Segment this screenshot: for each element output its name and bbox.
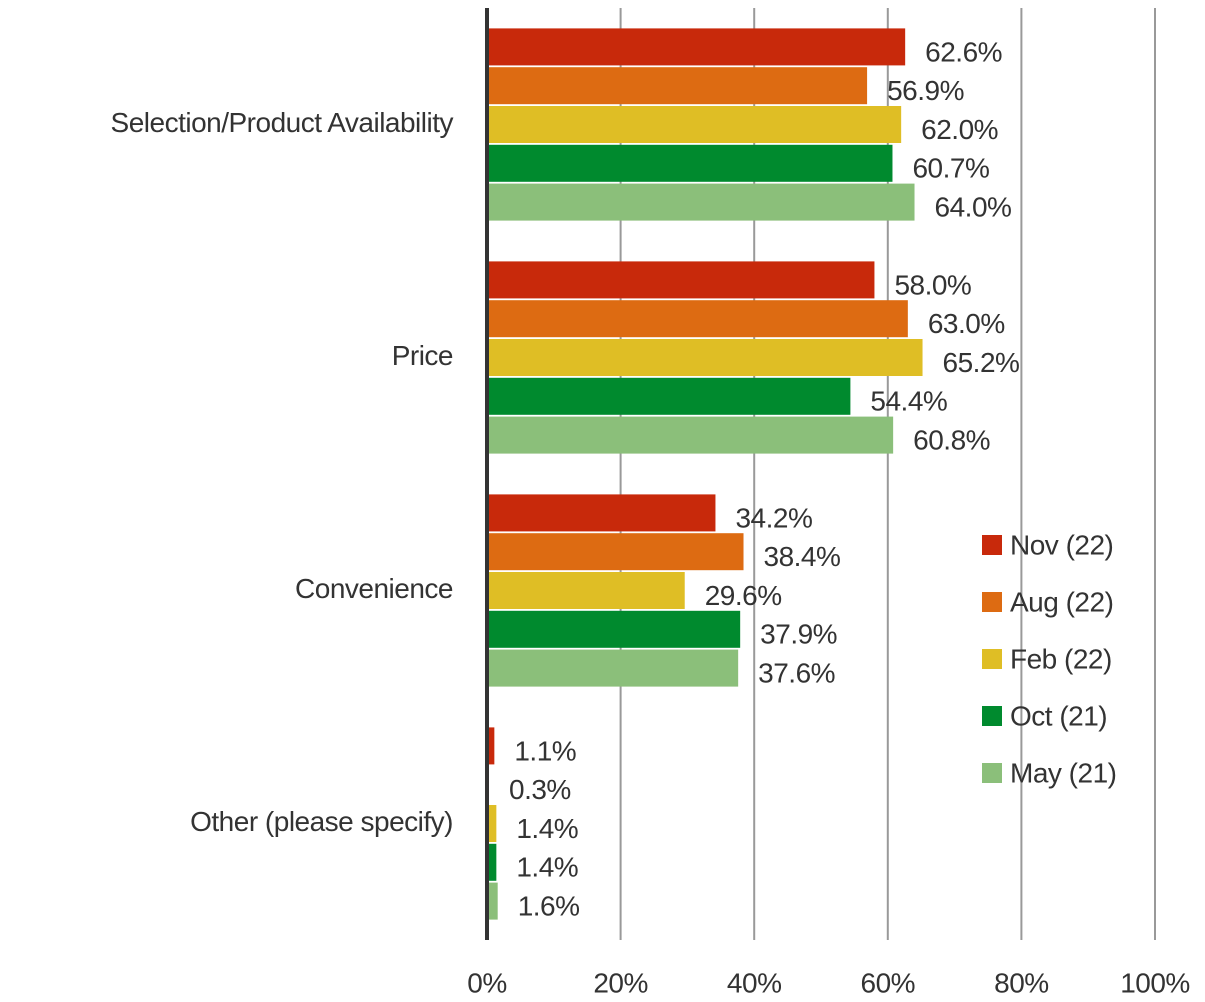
bar [487,183,915,221]
legend-label: Feb (22) [1010,643,1112,674]
bar [487,416,894,454]
data-label: 37.9% [760,619,837,650]
bar [487,339,923,376]
data-label: 38.4% [764,541,841,572]
data-label: 60.7% [912,153,989,184]
bar [487,533,744,571]
category-label: Convenience [295,573,453,604]
data-label: 62.0% [921,114,998,145]
x-tick-label: 20% [593,967,648,998]
bar [487,572,685,609]
bar [487,882,498,920]
data-label: 56.9% [887,75,964,106]
data-label: 65.2% [943,347,1020,378]
data-label: 1.4% [516,813,578,844]
bar [487,261,875,299]
bar [487,300,908,338]
data-label: 29.6% [705,580,782,611]
bar [487,727,495,765]
x-tick-label: 0% [467,967,506,998]
category-label: Selection/Product Availability [111,107,454,138]
legend-swatch [982,649,1002,669]
data-label: 58.0% [894,269,971,300]
legend-swatch [982,763,1002,783]
data-label: 60.8% [913,424,990,455]
x-tick-label: 80% [994,967,1049,998]
bar [487,28,906,66]
data-label: 1.6% [518,890,580,921]
data-label: 1.1% [514,735,576,766]
x-tick-label: 60% [861,967,916,998]
legend-swatch [982,535,1002,555]
x-tick-label: 100% [1120,967,1190,998]
bar [487,144,893,182]
bar [487,494,716,532]
data-label: 63.0% [928,308,1005,339]
category-label: Price [392,340,453,371]
data-label: 62.6% [925,36,1002,67]
bar [487,106,902,143]
data-label: 0.3% [509,774,571,805]
category-label: Other (please specify) [190,806,453,837]
legend-swatch [982,706,1002,726]
bar [487,67,868,105]
legend-swatch [982,592,1002,612]
legend-label: May (21) [1010,757,1116,788]
bar [487,843,497,881]
bar [487,649,739,687]
legend-label: Oct (21) [1010,700,1107,731]
legend-label: Nov (22) [1010,529,1113,560]
data-label: 54.4% [870,386,947,417]
x-tick-label: 40% [727,967,782,998]
data-label: 37.6% [758,657,835,688]
bar [487,610,741,648]
legend-label: Aug (22) [1010,586,1113,617]
bar [487,805,497,842]
data-label: 34.2% [735,502,812,533]
data-label: 1.4% [516,852,578,883]
data-label: 64.0% [935,191,1012,222]
bar [487,377,851,415]
